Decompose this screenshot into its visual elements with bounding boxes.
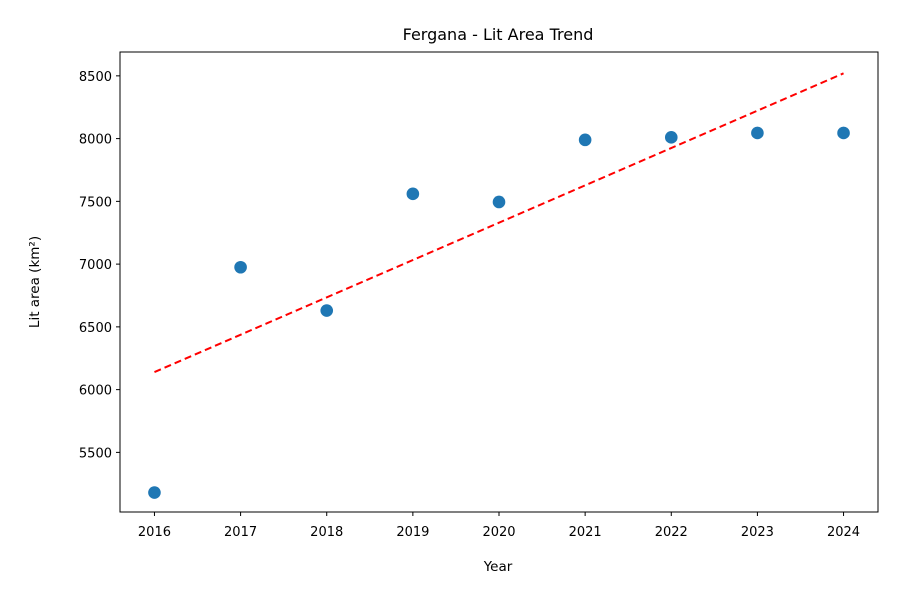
x-tick-label: 2020	[482, 525, 515, 540]
y-tick-label: 7000	[79, 258, 112, 273]
data-point	[837, 126, 850, 140]
data-point	[664, 131, 678, 144]
y-tick-label: 6000	[79, 384, 112, 399]
data-point	[148, 486, 161, 499]
data-point	[406, 187, 420, 201]
x-tick-label: 2019	[396, 525, 429, 540]
y-axis-label: Lit area (km²)	[27, 236, 43, 328]
trend-line	[154, 72, 844, 373]
x-tick-label: 2024	[827, 525, 860, 540]
y-tick-label: 6500	[79, 321, 112, 336]
y-axis: 5500 6000 6500 7000 7500 8000 8500	[79, 70, 120, 461]
y-tick-label: 8500	[79, 70, 112, 85]
x-tick-label: 2017	[224, 525, 257, 540]
y-tick-label: 8000	[79, 133, 112, 148]
x-tick-label: 2022	[655, 525, 688, 540]
x-tick-label: 2016	[138, 525, 171, 540]
x-axis-label: Year	[483, 559, 513, 575]
data-point	[492, 195, 506, 209]
x-tick-label: 2021	[569, 525, 602, 540]
x-axis: 2016 2017 2018 2019 2020 2021 2022 2023 2024	[138, 512, 860, 540]
plot-area	[148, 72, 850, 499]
x-tick-label: 2023	[741, 525, 774, 540]
data-point	[578, 133, 592, 147]
x-tick-label: 2018	[310, 525, 343, 540]
data-point	[234, 260, 247, 274]
data-point	[320, 304, 334, 317]
y-tick-label: 5500	[79, 446, 112, 461]
y-tick-label: 7500	[79, 195, 112, 210]
chart-title: Fergana - Lit Area Trend	[403, 25, 594, 44]
data-point	[751, 126, 764, 140]
